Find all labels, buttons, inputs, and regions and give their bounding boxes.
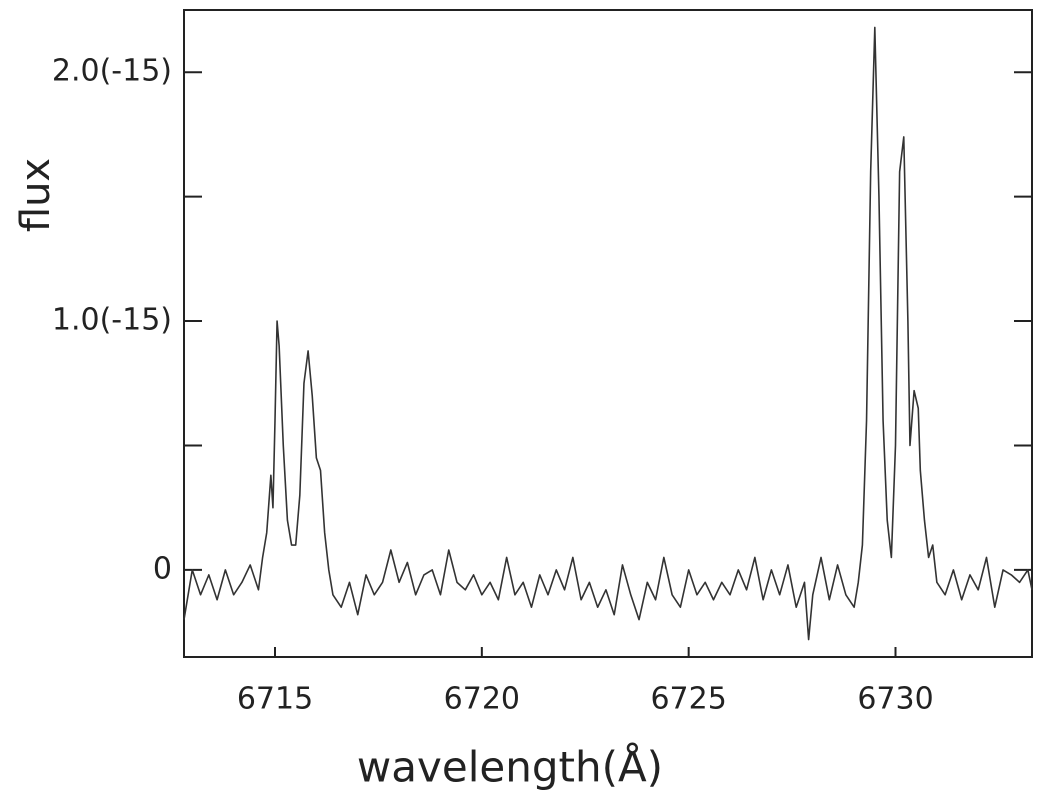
- y-tick-label: 2.0(-15): [52, 54, 172, 89]
- x-tick-label: 6725: [650, 682, 726, 717]
- plot-frame: [183, 9, 1033, 658]
- y-tick-label: 0: [153, 551, 172, 586]
- x-tick-label: 6715: [237, 682, 313, 717]
- y-tick-label: 1.0(-15): [52, 303, 172, 338]
- x-tick-label: 6730: [857, 682, 933, 717]
- spectrum-line: [183, 26, 1033, 641]
- x-axis-label: wavelength(Å): [357, 742, 663, 792]
- y-axis-label: flux: [13, 158, 59, 232]
- x-tick-label: 6720: [444, 682, 520, 717]
